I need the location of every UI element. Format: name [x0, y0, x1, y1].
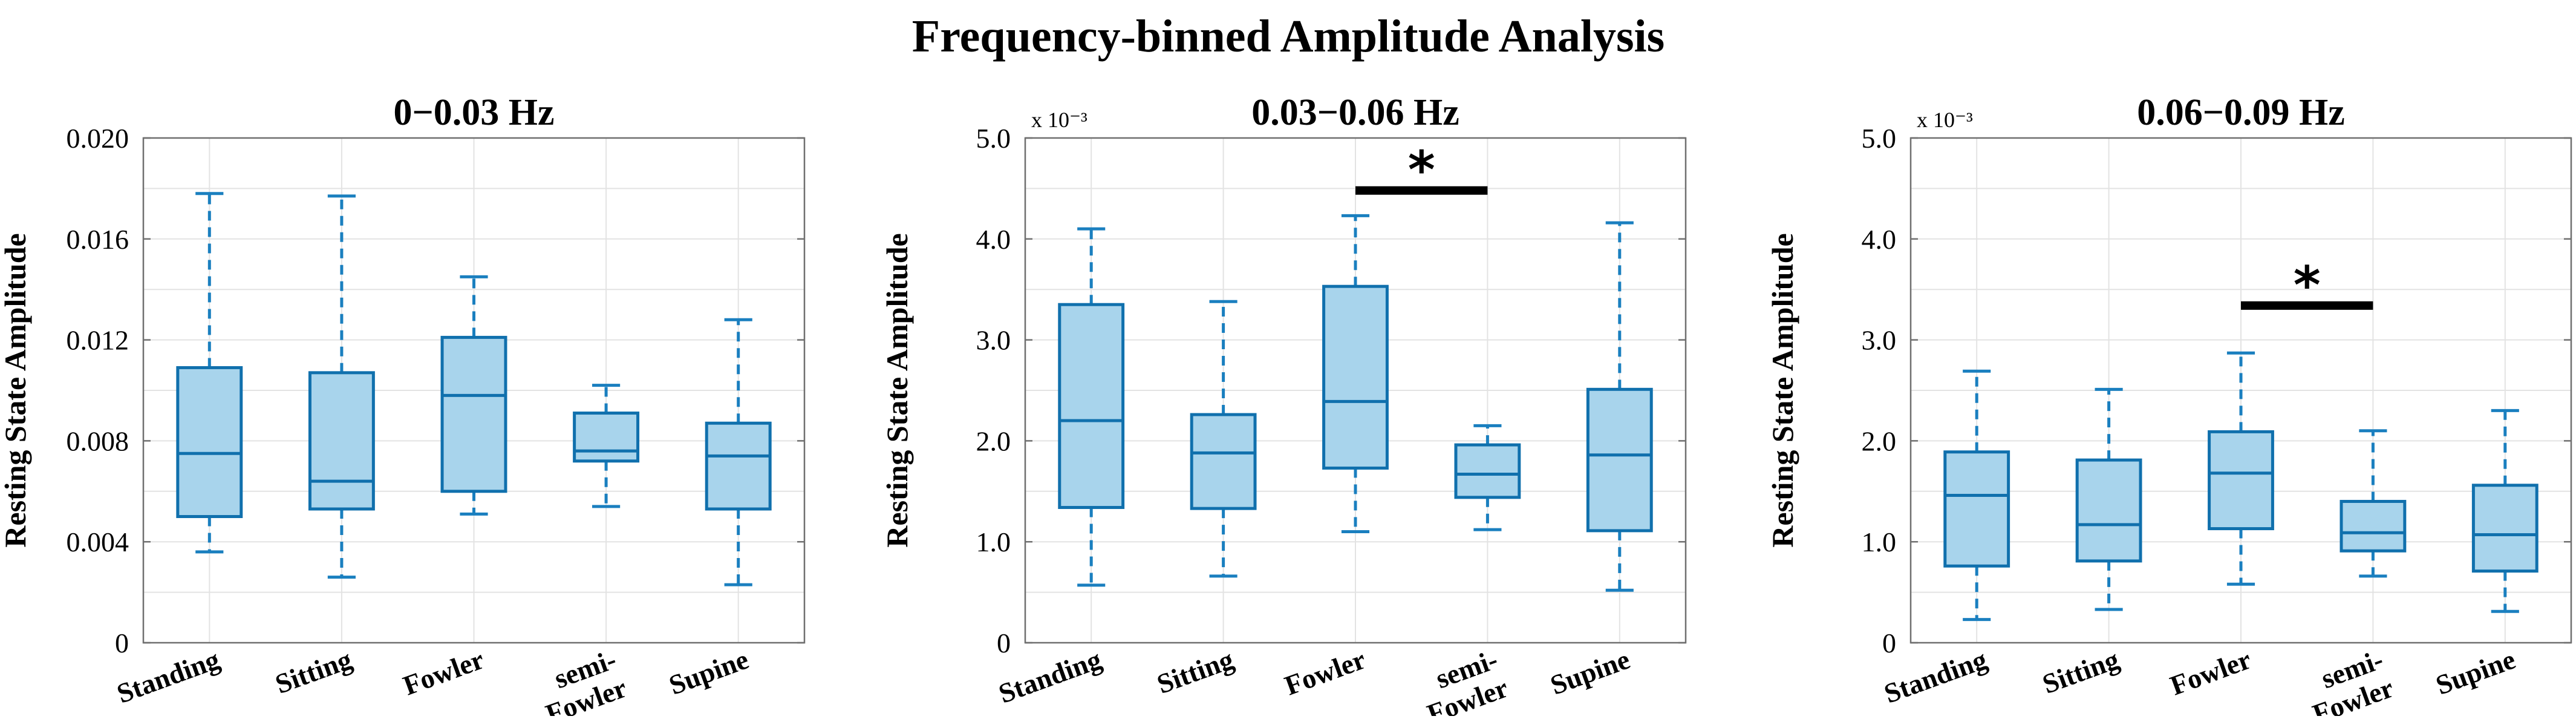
box-sitting [2075, 387, 2142, 611]
y-tick-label: 3.0 [1862, 325, 1897, 356]
box-supine [705, 318, 772, 586]
y-tick-label: 5.0 [1862, 123, 1897, 154]
y-tick-label: 0.004 [67, 527, 129, 557]
box-iqr [440, 335, 507, 493]
box-standing [176, 192, 243, 554]
y-tick-label: 4.0 [976, 224, 1011, 255]
box-iqr [573, 412, 640, 463]
y-tick-label: 4.0 [1862, 224, 1897, 255]
box-iqr [1058, 303, 1125, 509]
y-exponent-label: x 10⁻³ [1917, 108, 1973, 132]
y-axis-label: Resting State Amplitude [1766, 233, 1799, 547]
y-tick-label: 0 [115, 628, 129, 658]
y-tick-label: 0 [1882, 628, 1896, 658]
box-iqr [2208, 430, 2274, 531]
y-axis-label: Resting State Amplitude [880, 233, 914, 547]
y-axis-label: Resting State Amplitude [0, 233, 32, 547]
y-tick-label: 0.008 [67, 425, 129, 456]
figure-title: Frequency-binned Amplitude Analysis [912, 11, 1665, 62]
box-iqr [705, 421, 772, 511]
box-iqr [1943, 450, 2010, 568]
y-tick-label: 2.0 [976, 425, 1011, 456]
box-standing [1058, 227, 1125, 587]
significance-star: * [1408, 140, 1435, 201]
y-tick-label: 1.0 [976, 527, 1011, 557]
panel-title: 0.03−0.06 Hz [1251, 92, 1459, 133]
significance-star: * [2294, 255, 2321, 316]
axes-frame [1024, 137, 1687, 644]
box-iqr [2340, 499, 2407, 553]
axes-frame [142, 137, 806, 644]
panel-title: 0.06−0.09 Hz [2137, 92, 2345, 133]
y-tick-label: 5.0 [976, 123, 1011, 154]
axes-frame [1909, 137, 2572, 644]
y-tick-label: 1.0 [1862, 527, 1897, 557]
box-iqr [1586, 387, 1653, 533]
box-sitting [308, 194, 375, 579]
box-iqr [176, 366, 243, 518]
y-tick-label: 3.0 [976, 325, 1011, 356]
box-semi-fowler [2340, 429, 2407, 578]
y-tick-label: 0.012 [67, 325, 129, 356]
box-fowler [2208, 351, 2274, 586]
box-iqr [1322, 284, 1389, 470]
box-semi-fowler [1454, 424, 1521, 531]
box-iqr [1190, 413, 1257, 510]
box-iqr [308, 371, 375, 511]
box-fowler [1322, 214, 1389, 534]
y-tick-label: 2.0 [1862, 425, 1897, 456]
y-exponent-label: x 10⁻³ [1031, 108, 1087, 132]
y-tick-label: 0 [997, 628, 1011, 658]
box-supine [2471, 409, 2539, 613]
panel-title: 0−0.03 Hz [393, 92, 554, 133]
box-sitting [1190, 300, 1257, 578]
box-supine [1586, 221, 1653, 592]
box-semi-fowler [573, 384, 640, 508]
box-iqr [2471, 484, 2539, 573]
box-fowler [440, 275, 507, 516]
y-tick-label: 0.020 [67, 123, 129, 154]
box-iqr [2075, 458, 2142, 563]
box-iqr [1454, 443, 1521, 499]
box-standing [1943, 369, 2010, 622]
y-tick-label: 0.016 [67, 224, 129, 255]
